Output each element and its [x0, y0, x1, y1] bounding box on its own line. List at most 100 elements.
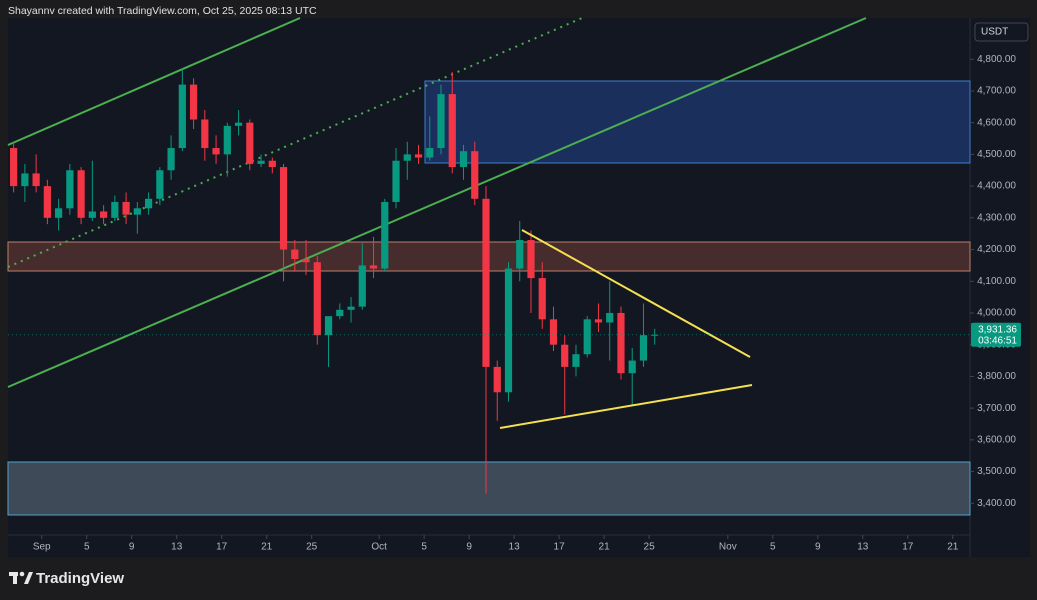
x-tick-label: 5 [421, 542, 427, 553]
x-tick-label: 9 [815, 542, 821, 553]
triangle-lower [499, 384, 753, 429]
candle-body [32, 173, 40, 187]
candle-body [459, 151, 468, 168]
candle-body [77, 170, 85, 218]
candle-body [133, 208, 141, 215]
candle-body [223, 125, 231, 155]
candle-body [426, 148, 434, 158]
y-tick-label: 4,300.00 [977, 212, 1016, 223]
candle-body [336, 309, 344, 317]
y-tick-label: 4,500.00 [977, 149, 1016, 160]
candle-body [414, 154, 423, 158]
channel-lower [7, 17, 867, 388]
triangle [499, 229, 753, 429]
candle-body [594, 319, 603, 323]
candle-body [100, 211, 108, 218]
axes: USDT 3,400.00 3,500.00 3,600.00 3,700.00 3,8… [8, 22, 1029, 553]
candle-body [21, 173, 29, 187]
candle-body [381, 201, 389, 269]
x-tick-label: 17 [554, 542, 566, 553]
candle-body [302, 259, 310, 263]
candle-body [347, 306, 355, 310]
header-credit: Shayannv created with TradingView.com, O… [8, 5, 317, 17]
candle-body [55, 208, 63, 218]
candle-body [358, 265, 366, 307]
countdown: 03:46:51 [978, 335, 1017, 346]
candle-body [583, 319, 591, 355]
y-tick-label: 4,600.00 [977, 117, 1016, 128]
candle-body [471, 151, 479, 199]
y-tick-label: 3,800.00 [977, 371, 1016, 382]
candle-body [549, 319, 558, 345]
candle-body [561, 344, 569, 367]
x-tick-label: 5 [770, 542, 776, 553]
demand-zone [7, 461, 971, 516]
x-tick-label: 21 [599, 542, 611, 553]
candle-body [167, 148, 175, 171]
candle-body [111, 201, 119, 218]
x-tick-label: 13 [171, 542, 183, 553]
candle-body [279, 167, 288, 250]
candle-body [617, 312, 625, 374]
candle-body [268, 160, 276, 168]
candle-body [212, 148, 220, 155]
triangle-upper [521, 229, 751, 358]
candle-body [178, 84, 186, 149]
candle-body [43, 186, 51, 218]
last-price-label: 3,931.36 [978, 324, 1017, 335]
channel-lines [7, 17, 867, 388]
y-tick-label: 3,500.00 [977, 466, 1016, 477]
candle-body [324, 316, 333, 336]
currency: USDT [981, 27, 1008, 38]
logo-dot [19, 571, 25, 577]
x-tick-label: 9 [466, 542, 472, 553]
x-tick-label: 21 [261, 542, 273, 553]
y-tick-label: 3,700.00 [977, 403, 1016, 414]
x-tick-label: 17 [216, 542, 228, 553]
candle-body [437, 94, 445, 149]
x-tick-label: Sep [33, 542, 51, 553]
x-tick-label: 13 [857, 542, 869, 553]
candle-body [313, 262, 321, 336]
last-price-tag [971, 322, 1021, 347]
y-tick-label: 4,800.00 [977, 54, 1016, 65]
candle-body [257, 160, 265, 164]
y-tick-label: 3,600.00 [977, 434, 1016, 445]
candle-body [156, 170, 164, 199]
candle-body [493, 366, 501, 393]
x-tick-label: 9 [129, 542, 135, 553]
footer-brand: TradingView [36, 570, 124, 587]
x-tick-label: Nov [719, 542, 737, 553]
candle-body [392, 160, 400, 202]
footer-logo: TradingView [9, 570, 124, 587]
candle-body [369, 265, 378, 269]
candle-body [189, 84, 198, 120]
candle-body [10, 148, 18, 187]
candle-body [639, 335, 648, 361]
candle-body [572, 354, 580, 367]
candle-body [403, 154, 411, 161]
candles [10, 68, 659, 494]
x-tick-label: 21 [947, 542, 959, 553]
candle-body [88, 211, 96, 218]
candle-body [246, 122, 254, 164]
supply-zone [424, 80, 971, 164]
candle-body [538, 278, 546, 320]
logo-stem [13, 572, 17, 584]
x-tick-label: 17 [902, 542, 914, 553]
y-tick-label: 4,400.00 [977, 181, 1016, 192]
candle-body [448, 94, 456, 168]
candle-body [651, 334, 659, 336]
candle-body [122, 201, 130, 215]
candle-body [234, 122, 243, 126]
y-tick-label: 4,100.00 [977, 276, 1016, 287]
candle-body [516, 240, 524, 269]
y-tick-label: 4,700.00 [977, 86, 1016, 97]
currency-box [974, 22, 1029, 42]
x-tick-label: 25 [306, 542, 318, 553]
channel-upper [7, 17, 301, 146]
y-tick-label: 4,000.00 [977, 308, 1016, 319]
candle-body [606, 312, 614, 323]
